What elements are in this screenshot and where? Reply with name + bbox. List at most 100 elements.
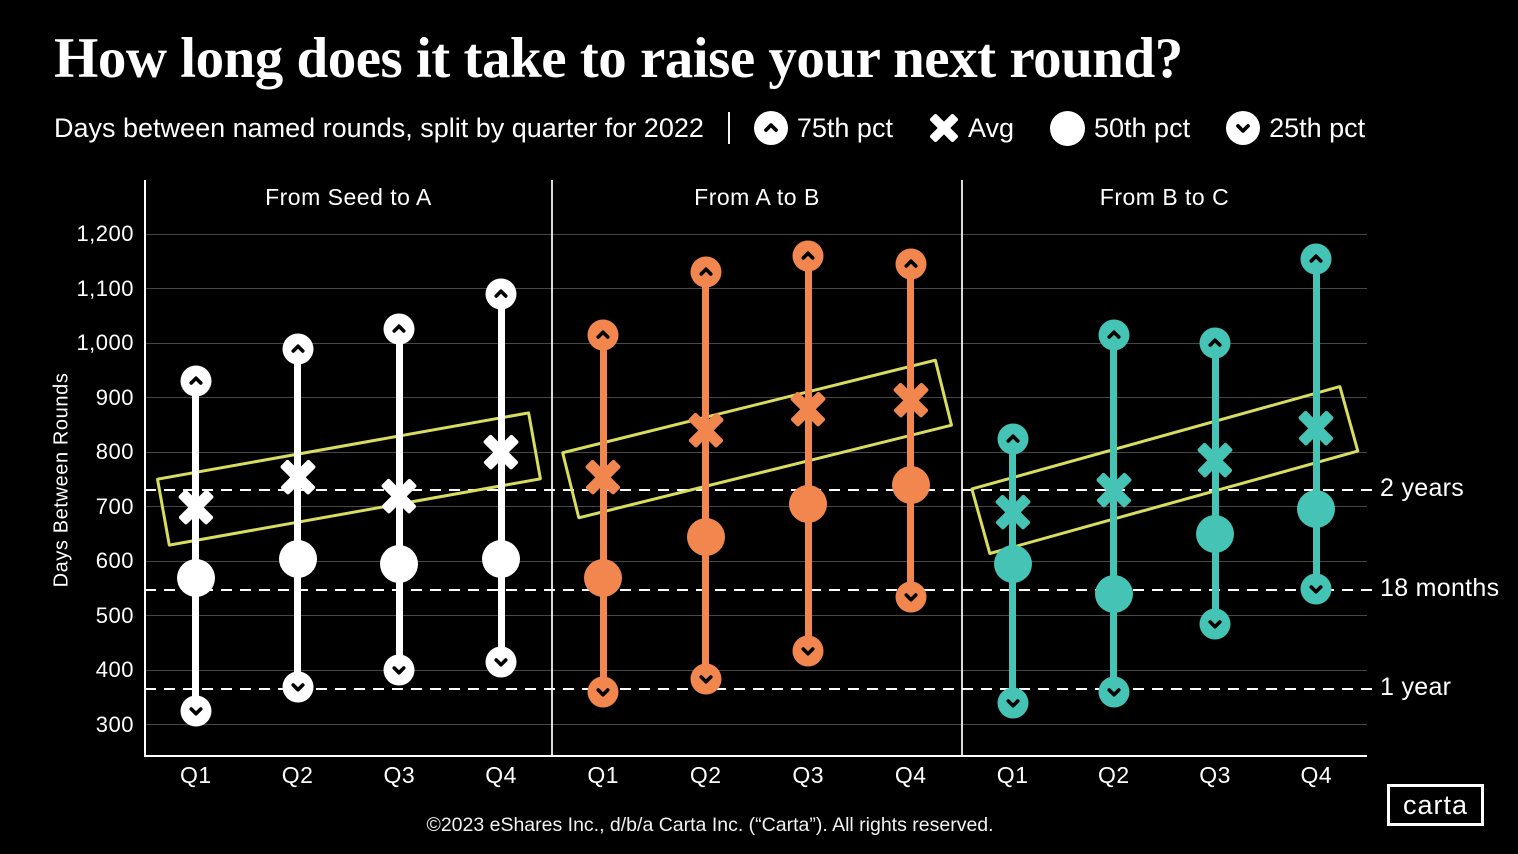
x-tick-label: Q2 [1098,762,1130,788]
avg-x-icon [177,488,215,526]
copyright-text: ©2023 eShares Inc., d/b/a Carta Inc. (“C… [426,814,994,836]
median-dot-icon [1297,490,1336,529]
trend-highlight-box [155,411,542,548]
legend-item-avg: Avg [929,113,1014,144]
range-line [702,272,710,679]
median-dot-icon [993,545,1032,584]
chevron-down-circle-icon [895,581,927,613]
y-tick-label: 300 [95,711,134,737]
y-tick-label: 800 [95,439,134,465]
separator-bar [727,112,730,144]
avg-x-icon [482,433,520,471]
median-dot-icon [278,539,317,578]
median-dot-icon [380,545,419,584]
y-tick-label: 700 [95,493,134,519]
chevron-up-circle-icon [997,423,1029,455]
chevron-down-circle-icon [1098,676,1130,708]
y-tick-label: 1,200 [76,221,134,246]
chart-subtitle: Days between named rounds, split by quar… [54,112,704,143]
median-dot-icon [686,517,725,556]
median-dot-icon [584,558,623,597]
gridline [145,233,1367,235]
chevron-up-circle-icon [1300,243,1332,275]
panel-title: From A to B [694,184,820,210]
chevron-down-circle-icon [587,676,619,708]
range-line [294,348,302,687]
chevron-up-circle-icon [180,365,212,397]
range-line [907,264,915,597]
reference-line-label: 2 years [1380,474,1465,503]
y-tick-label: 600 [95,548,134,574]
avg-x-icon [1297,409,1335,447]
chevron-up-circle-icon [1199,327,1231,359]
range-line [497,294,505,663]
avg-x-icon [789,390,827,428]
reference-line-label: 18 months [1380,573,1500,602]
chevron-up-circle-icon [895,248,927,280]
x-tick-label: Q2 [281,762,314,788]
panel-divider [551,180,553,755]
carta-logo: carta [1387,784,1484,826]
avg-x-icon [380,477,418,515]
x-tick-label: Q1 [996,762,1029,788]
gridline [145,288,1367,290]
page-title: How long does it take to raise your next… [54,27,1183,90]
range-line [1110,334,1118,693]
chevron-down-circle-icon [1199,608,1231,640]
reference-line [145,588,1374,591]
x-tick-label: Q3 [383,762,416,788]
range-line [804,255,812,652]
chevron-down-circle-icon [792,635,824,667]
x-tick-label: Q2 [689,762,722,788]
median-dot-icon [1196,515,1235,554]
gridline [145,560,1367,562]
legend-label: Avg [967,112,1014,143]
chevron-down-circle-icon [282,671,314,703]
gridline [145,506,1367,508]
avg-x-icon [584,458,622,496]
gridline [145,397,1367,399]
chevron-up-circle-icon [753,111,788,145]
chevron-up-circle-icon [1098,319,1130,351]
chevron-up-circle-icon [792,240,824,272]
chevron-down-circle-icon [690,663,722,695]
legend-label: 50th pct [1094,112,1191,143]
x-tick-label: Q3 [792,762,825,788]
chevron-down-circle-icon [180,695,212,727]
median-dot-icon [789,485,828,524]
x-tick-label: Q4 [485,762,517,788]
median-dot-icon [891,465,930,504]
y-tick-label: 1,100 [76,275,134,301]
median-dot-icon [1094,575,1133,614]
legend-label: 75th pct [796,112,893,143]
avg-x-icon [1095,471,1133,509]
chevron-up-circle-icon [383,313,415,345]
legend-item-75th-pct: 75th pct [753,111,893,145]
y-tick-label: 1,000 [76,330,134,356]
gridline [145,724,1367,726]
reference-line [145,688,1374,691]
legend-item-50th-pct: 50th pct [1050,110,1191,146]
avg-x-icon [994,493,1032,531]
legend-item-25th-pct: 25th pct [1226,111,1365,145]
legend-label: 25th pct [1269,112,1366,143]
x-tick-label: Q4 [1300,762,1333,788]
panel-title: From B to C [1099,184,1230,210]
gridline [145,451,1367,453]
median-dot-icon [482,539,521,578]
avg-x-icon [1196,441,1234,479]
avg-x-icon [892,381,930,419]
chevron-down-circle-icon [1300,573,1332,605]
chevron-down-circle-icon [997,687,1029,719]
range-line [599,334,607,693]
gridline [145,669,1367,671]
y-tick-label: 500 [95,602,134,628]
chevron-down-circle-icon [485,646,517,678]
range-line [192,381,200,712]
panel-divider [961,180,963,755]
y-axis-line [144,180,146,757]
y-tick-label: 900 [95,384,134,410]
chevron-up-circle-icon [587,319,619,351]
x-tick-label: Q1 [180,762,212,788]
